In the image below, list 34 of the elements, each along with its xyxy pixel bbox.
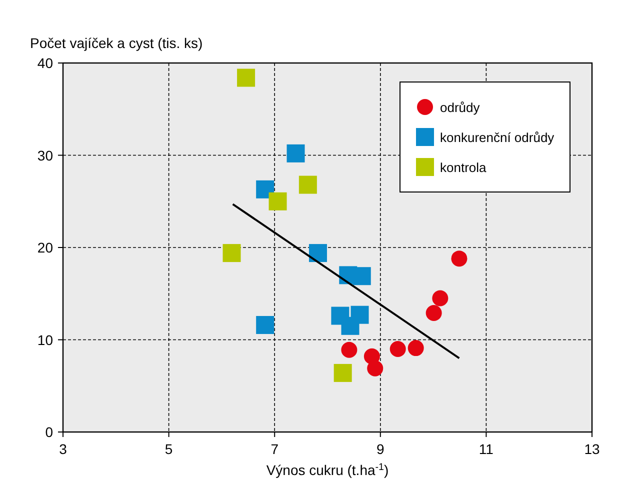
point <box>237 68 256 87</box>
y-axis-title: Počet vajíček a cyst (tis. ks) <box>30 35 203 51</box>
point <box>426 304 442 321</box>
point <box>352 267 371 286</box>
point <box>286 144 305 162</box>
x-tick-label: 13 <box>584 441 600 457</box>
point <box>268 192 287 210</box>
x-tick-label: 5 <box>164 441 173 457</box>
point <box>334 364 352 382</box>
x-tick-label: 3 <box>59 441 68 457</box>
y-tick-label: 30 <box>37 147 54 164</box>
x-tick-label: 7 <box>270 441 279 457</box>
legend-label: odrůdy <box>440 100 480 115</box>
legend-label: konkurenční odrůdy <box>440 130 555 145</box>
point <box>408 340 424 356</box>
point <box>256 316 274 334</box>
point <box>432 290 448 306</box>
point <box>341 342 358 358</box>
x-axis-title: Výnos cukru (t.ha$^{-1}$) <box>266 462 389 478</box>
point <box>390 340 406 357</box>
point <box>367 360 384 376</box>
point <box>341 316 360 335</box>
y-tick-label: 40 <box>37 55 54 71</box>
point <box>222 244 241 262</box>
point <box>298 176 317 194</box>
y-tick-label: 20 <box>37 240 54 256</box>
legend-label: kontrola <box>440 160 488 175</box>
x-tick-label: 11 <box>478 441 494 457</box>
y-tick-label: 0 <box>45 424 54 440</box>
point <box>256 180 274 198</box>
y-tick-label: 10 <box>37 332 54 348</box>
point <box>451 250 468 267</box>
point <box>308 244 327 262</box>
x-tick-label: 9 <box>376 441 384 457</box>
